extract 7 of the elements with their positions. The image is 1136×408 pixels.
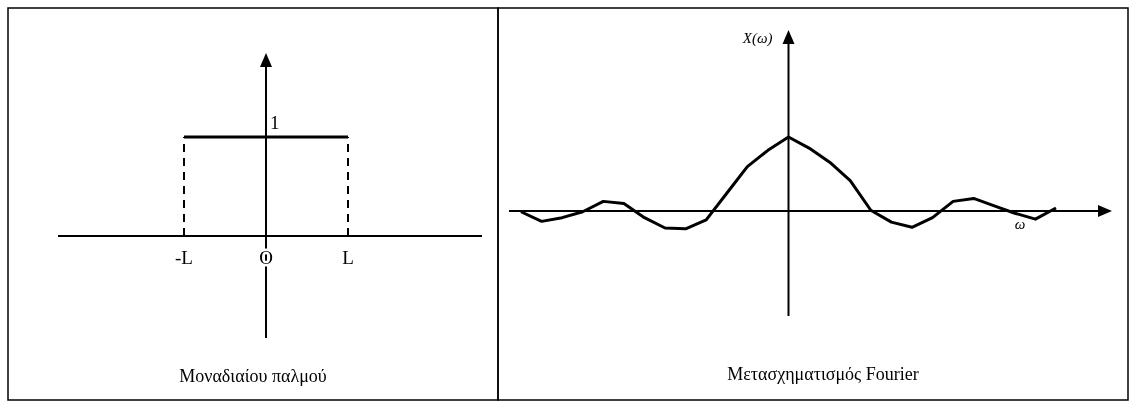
annotation: 1 — [270, 112, 280, 133]
text: Μοναδιαίου παλμού — [179, 366, 327, 386]
text: Μετασχηματισμός Fourier — [727, 364, 919, 384]
x-tick-label: -L — [175, 247, 193, 268]
y-axis-title: X(ω) — [741, 30, 773, 47]
x-axis-title: ω — [1014, 216, 1026, 232]
x-tick-label: L — [342, 247, 354, 268]
